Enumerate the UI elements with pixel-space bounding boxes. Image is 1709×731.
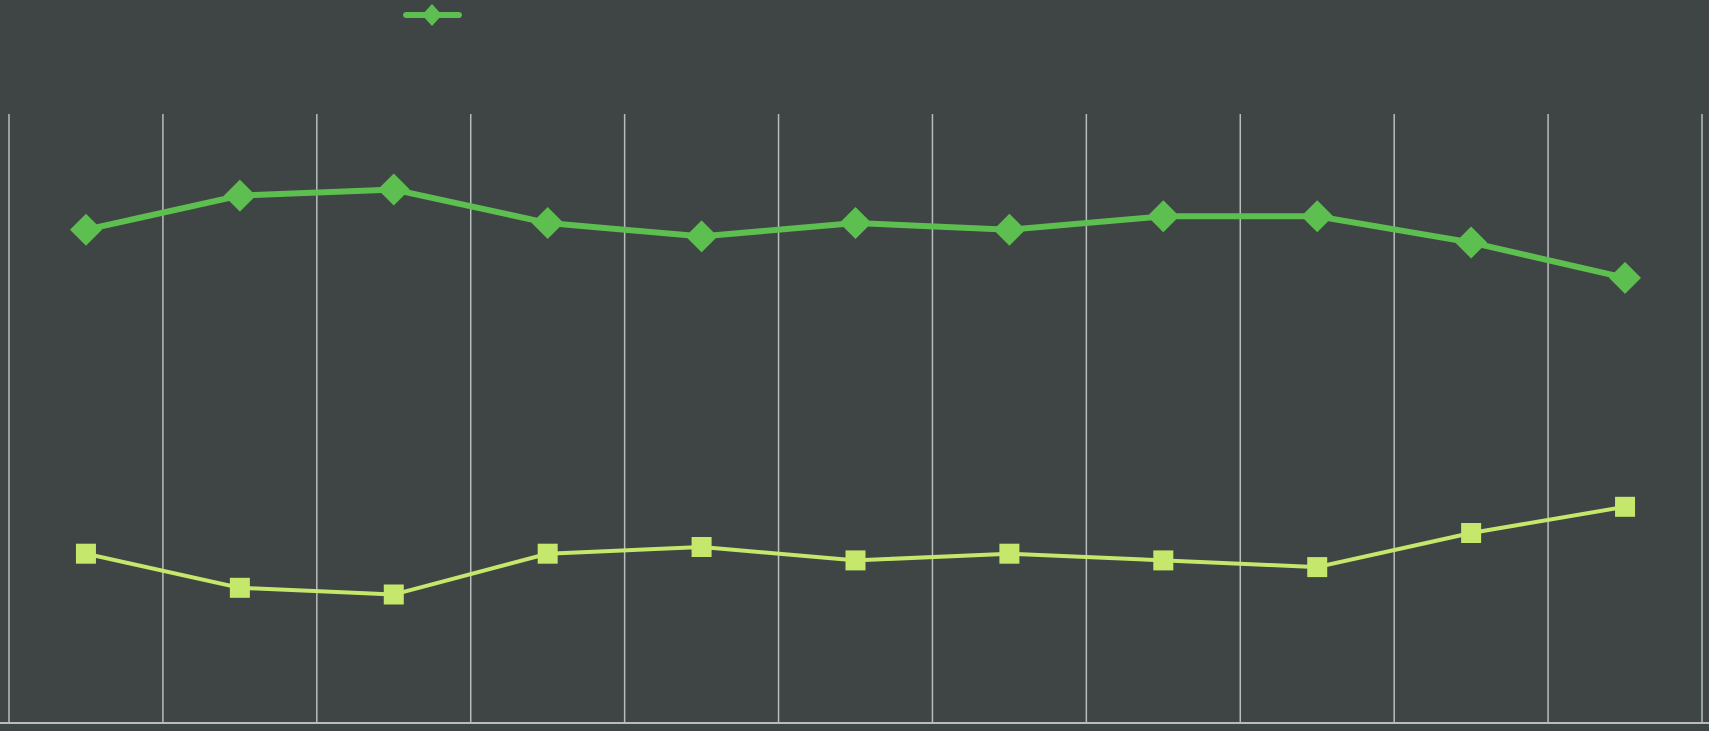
point-marker [223, 179, 256, 212]
point-marker [1615, 496, 1636, 517]
point-marker [377, 173, 410, 206]
point-marker [229, 577, 250, 598]
point-marker [75, 543, 96, 564]
point-marker [1461, 522, 1482, 543]
point-marker [69, 213, 102, 246]
point-marker [685, 220, 718, 253]
point-marker [383, 584, 404, 605]
point-marker [1301, 200, 1334, 233]
point-marker [1609, 261, 1642, 294]
point-marker [845, 550, 866, 571]
point-marker [1307, 557, 1328, 578]
point-marker [993, 213, 1026, 246]
point-marker [1455, 226, 1488, 259]
point-marker [691, 536, 712, 557]
point-marker [531, 207, 564, 240]
point-marker [1153, 550, 1174, 571]
point-marker [1147, 200, 1180, 233]
point-marker [999, 543, 1020, 564]
point-marker [537, 543, 558, 564]
point-marker [839, 207, 872, 240]
legend-marker [422, 4, 442, 26]
